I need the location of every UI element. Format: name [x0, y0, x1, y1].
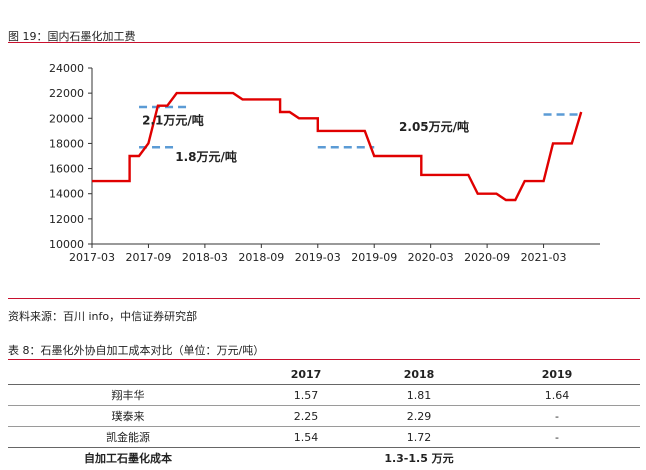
value-cell: 1.57	[293, 388, 319, 402]
x-tick-label: 2021-03	[521, 251, 567, 264]
source-note: 资料来源：百川 info，中信证券研究部	[8, 310, 198, 323]
y-tick-label: 18000	[49, 137, 84, 150]
table-title-divider	[8, 359, 640, 360]
y-tick-label: 24000	[49, 62, 84, 75]
total-value-cell: 1.3-1.5 万元	[248, 447, 474, 468]
annotation-label: 2.05万元/吨	[399, 119, 469, 134]
value-cell: 1.72	[364, 426, 474, 448]
y-tick-label: 16000	[49, 163, 84, 176]
cost-comparison-table: 2017 2018 2019 翔丰华 1.57 1.81 1.64 璞泰来 2.…	[8, 364, 640, 468]
table-title: 表 8：石墨化外协自加工成本对比（单位：万元/吨）	[8, 344, 265, 357]
header-cell: 2019	[474, 364, 640, 385]
figure-title: 图 19：国内石墨化加工费	[8, 30, 136, 43]
annotations: 1.8万元/吨 2.1万元/吨 2.05万元/吨	[142, 113, 469, 164]
table-row: 翔丰华 1.57 1.81 1.64	[8, 385, 640, 406]
chart-bottom-divider	[8, 298, 640, 299]
x-tick-label: 2020-09	[464, 251, 510, 264]
y-tick-label: 12000	[49, 213, 84, 226]
header-cell: 2018	[364, 364, 474, 385]
x-tick-label: 2017-09	[125, 251, 171, 264]
value-cell: 2.25	[248, 405, 364, 427]
y-tick-label: 20000	[49, 112, 84, 125]
x-tick-label: 2017-03	[69, 251, 115, 264]
series-layer	[92, 91, 583, 202]
table-row: 凯金能源 1.54 1.72 -	[8, 426, 640, 448]
header-cell	[8, 364, 248, 385]
x-tick-label: 2019-09	[351, 251, 397, 264]
y-tick-label: 14000	[49, 188, 84, 201]
y-axis: 10000 12000 14000 16000 18000 20000 22000 24000	[49, 62, 93, 251]
value-cell: 1.81	[406, 388, 432, 402]
value-cell: -	[474, 426, 640, 448]
company-cell: 璞泰来	[8, 405, 248, 427]
x-tick-label: 2018-03	[182, 251, 228, 264]
y-tick-label: 10000	[49, 238, 84, 251]
value-cell: 1.54	[248, 426, 364, 448]
x-axis: 2017-03 2017-09 2018-03 2018-09 2019-03 2019-…	[69, 243, 600, 264]
y-tick-label: 22000	[49, 87, 84, 100]
value-cell: -	[474, 405, 640, 427]
x-tick-label: 2020-03	[408, 251, 454, 264]
reference-lines	[139, 105, 582, 149]
total-label-cell: 自加工石墨化成本	[8, 447, 248, 468]
table-header-row: 2017 2018 2019	[8, 364, 640, 385]
value-cell: 2.29	[364, 405, 474, 427]
total-empty-cell	[474, 447, 640, 468]
annotation-label: 2.1万元/吨	[142, 113, 204, 128]
series-line	[92, 91, 583, 202]
header-cell: 2017	[248, 364, 364, 385]
price-line-chart: 10000 12000 14000 16000 18000 20000 22000 24000…	[49, 62, 600, 264]
annotation-label: 1.8万元/吨	[175, 149, 237, 164]
table-row: 璞泰来 2.25 2.29 -	[8, 405, 640, 427]
table-total-row: 自加工石墨化成本 1.3-1.5 万元	[8, 447, 640, 468]
company-cell: 凯金能源	[8, 426, 248, 448]
title-divider	[8, 42, 640, 43]
x-tick-label: 2019-03	[295, 251, 341, 264]
x-tick-label: 2018-09	[238, 251, 284, 264]
company-cell: 翔丰华	[111, 389, 145, 402]
value-cell: 1.64	[544, 388, 570, 402]
